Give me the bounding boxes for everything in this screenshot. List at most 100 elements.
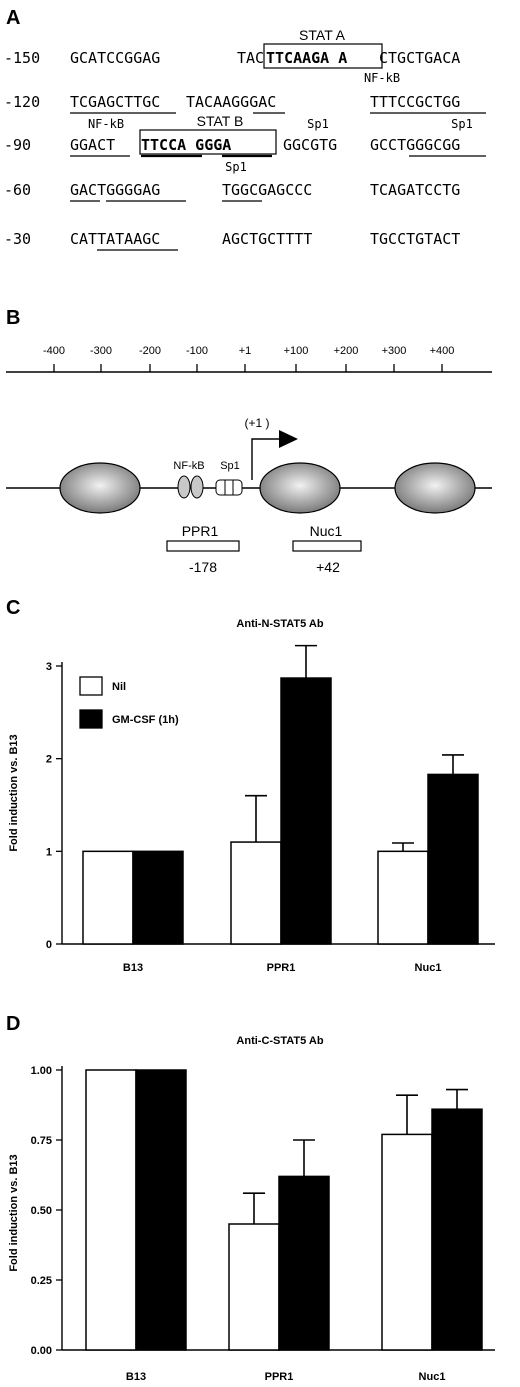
y-tick-label: 3 [46, 661, 52, 673]
ruler-tick-label: -200 [139, 345, 161, 357]
bar [278, 1175, 330, 1351]
sequence-block: CTGCTGACA [379, 49, 460, 67]
ruler-tick-label: +300 [382, 345, 407, 357]
sequence-block: GGCGTG [283, 136, 337, 154]
ruler-tick-label: +100 [284, 345, 309, 357]
sequence-block: AGCTGCTTTT [222, 230, 312, 248]
legend-label-gmcsf: GM-CSF (1h) [112, 714, 179, 726]
y-tick-label: 0.00 [31, 1345, 52, 1357]
y-tick-label: 0.25 [31, 1275, 52, 1287]
sequence-block: GCCTGGGCGG [370, 136, 460, 154]
stat-a-label: STAT A [299, 27, 346, 43]
y-tick-label: 0.50 [31, 1205, 52, 1217]
legend-swatch-gmcsf [79, 709, 103, 729]
sequence-block: TAC [237, 49, 264, 67]
nuc1-position: +42 [316, 559, 340, 575]
legend-label-nil: Nil [112, 681, 126, 693]
ppr1-region [166, 540, 240, 552]
sp1-label: Sp1 [220, 460, 240, 472]
row-pos: -150 [4, 49, 40, 67]
nfkb-label: NF-kB [173, 460, 204, 472]
bar-chart-c: 0 1 2 3 B13 PPR1 Nuc1 [46, 644, 495, 974]
x-category-label: B13 [123, 962, 143, 974]
sequence-block: CATTATAAGC [70, 230, 160, 248]
stat-a-site: TTCAAGA A [266, 49, 347, 67]
x-category-label: Nuc1 [415, 962, 442, 974]
sp1-label: Sp1 [451, 117, 473, 131]
chart-title: Anti-C-STAT5 Ab [236, 1035, 323, 1047]
bar [377, 850, 429, 945]
panel-b: B -400 -300 -200 -100 +1 +100 +200 +300 +400 NF-… [6, 307, 492, 575]
ruler-ticks: -400 -300 -200 -100 +1 +100 +200 +300 +400 [43, 345, 454, 372]
nucleosome [259, 462, 341, 514]
sequence-block: TCAGATCCTG [370, 181, 460, 199]
nfkb-label: NF-kB [364, 71, 400, 85]
nfkb-site [190, 475, 204, 499]
sp1-label: Sp1 [307, 117, 329, 131]
y-tick-label: 1.00 [31, 1065, 52, 1077]
nuc1-label: Nuc1 [310, 523, 343, 539]
panel-d: D Anti-C-STAT5 Ab Fold induction vs. B13… [6, 1013, 495, 1383]
sequence-block: TCGAGCTTGC [70, 93, 160, 111]
sp1-label: Sp1 [225, 160, 247, 174]
nuc1-region [292, 540, 362, 552]
bar-chart-d: 0.00 0.25 0.50 0.75 1.00 B13 PPR1 Nuc1 [31, 1065, 495, 1383]
tss-arrow-stem [251, 438, 280, 480]
ppr1-label: PPR1 [182, 523, 219, 539]
bar [228, 1223, 280, 1351]
ruler-tick-label: -300 [90, 345, 112, 357]
tss-label: (+1 ) [244, 416, 269, 430]
nfkb-site [177, 475, 191, 499]
row-pos: -60 [4, 181, 31, 199]
sequence-block: TACAAGGGAC [186, 93, 276, 111]
y-axis-label: Fold induction vs. B13 [8, 734, 20, 851]
ruler-tick-label: +1 [239, 345, 252, 357]
ppr1-position: -178 [189, 559, 217, 575]
bar [135, 1069, 187, 1351]
bar [82, 850, 134, 945]
panel-a-letter: A [6, 7, 20, 29]
sequence-block: TGGCGAGCCC [222, 181, 312, 199]
ruler-tick-label: -400 [43, 345, 65, 357]
sequence-block: TTTCCGCTGG [370, 93, 460, 111]
bar [427, 773, 479, 945]
stat-b-label: STAT B [197, 113, 244, 129]
row-pos: -120 [4, 93, 40, 111]
nfkb-label: NF-kB [88, 117, 124, 131]
y-tick-label: 0.75 [31, 1135, 52, 1147]
y-axis-label: Fold induction vs. B13 [8, 1154, 20, 1271]
y-tick-label: 1 [46, 846, 52, 858]
x-category-label: B13 [126, 1371, 146, 1383]
ruler-tick-label: +200 [334, 345, 359, 357]
bar [132, 850, 184, 945]
bar [230, 841, 282, 945]
bar [381, 1133, 433, 1351]
stat-b-site: TTCCA GGGA [141, 136, 231, 154]
row-pos: -90 [4, 136, 31, 154]
x-category-label: Nuc1 [419, 1371, 446, 1383]
sequence-block: GGACT [70, 136, 115, 154]
bar [280, 677, 332, 945]
chart-title: Anti-N-STAT5 Ab [236, 618, 323, 630]
bar [431, 1108, 483, 1351]
tss-arrowhead [279, 430, 298, 448]
panel-c: C Anti-N-STAT5 Ab Fold induction vs. B13… [6, 597, 495, 974]
panel-b-letter: B [6, 307, 20, 329]
x-category-label: PPR1 [267, 962, 296, 974]
stat-b-box [139, 129, 277, 155]
legend-swatch-nil [79, 676, 103, 696]
y-tick-label: 2 [46, 754, 52, 766]
stat-a-box [263, 43, 383, 69]
ruler-tick-label: -100 [186, 345, 208, 357]
bar [85, 1069, 137, 1351]
ruler-tick-label: +400 [430, 345, 455, 357]
sequence-block: GACTGGGGAG [70, 181, 160, 199]
panel-d-letter: D [6, 1013, 20, 1035]
sequence-block: TGCCTGTACT [370, 230, 460, 248]
x-category-label: PPR1 [265, 1371, 294, 1383]
nucleosome [394, 462, 476, 514]
panel-a: A STAT A -150 GCATCCGGAG TAC TTCAAGA A C… [4, 7, 486, 251]
panel-c-letter: C [6, 597, 20, 619]
sp1-sites [215, 479, 243, 496]
